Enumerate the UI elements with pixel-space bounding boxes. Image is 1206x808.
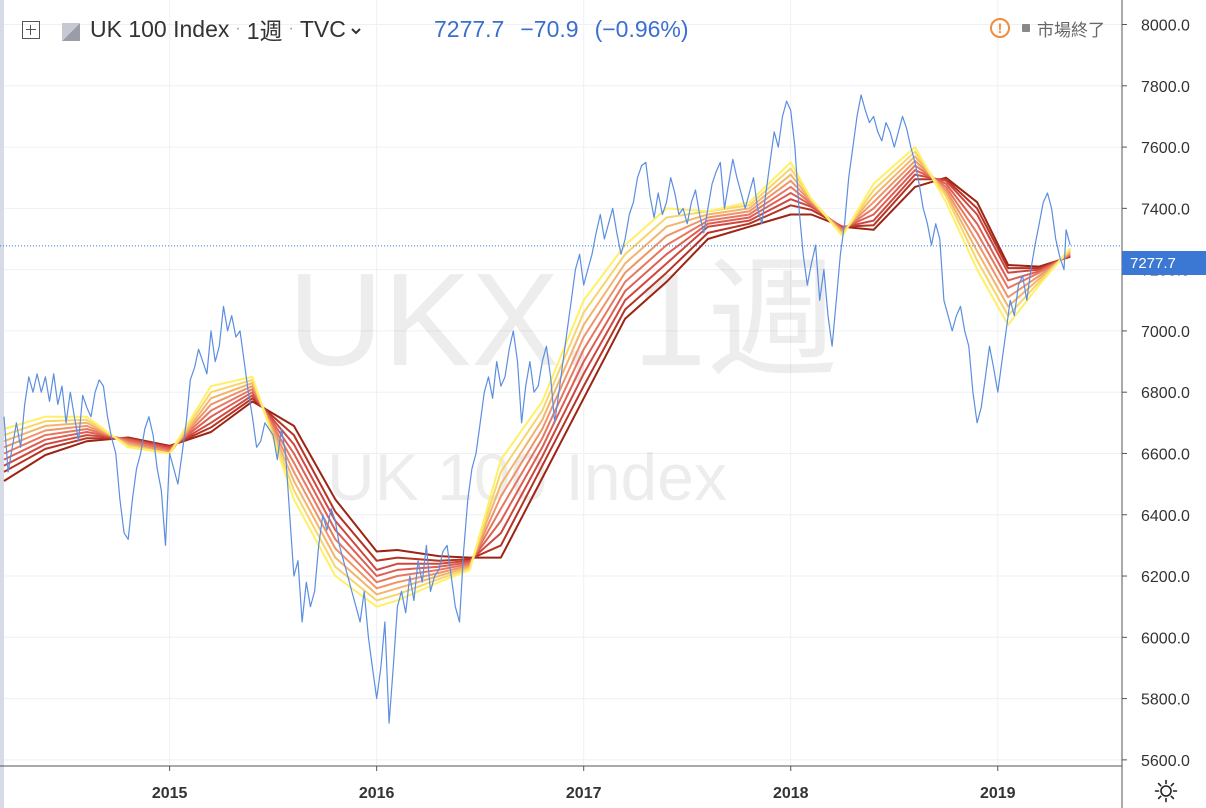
- quote: 7277.7 −70.9 (−0.96%): [434, 12, 705, 46]
- left-border: [0, 0, 4, 808]
- x-tick-label: 2017: [566, 785, 602, 802]
- ribbon-line-7: [3, 173, 1071, 571]
- y-tick-label: 5800.0: [1141, 692, 1190, 709]
- y-tick-label: 6000.0: [1141, 630, 1190, 647]
- y-tick-label: 6800.0: [1141, 385, 1190, 402]
- symbol-name[interactable]: UK 100 Index: [90, 15, 230, 42]
- separator: ·: [288, 20, 294, 37]
- gear-icon[interactable]: [1154, 779, 1178, 803]
- y-tick-label: 8000.0: [1141, 18, 1190, 35]
- ribbon-line-3: [3, 155, 1071, 596]
- separator: ·: [235, 20, 241, 37]
- market-status-label: 市場終了: [1037, 20, 1105, 40]
- last-price: 7277.7: [434, 15, 505, 42]
- watermark-line2: UK 100 Index: [327, 440, 727, 514]
- warning-icon[interactable]: !: [990, 18, 1010, 38]
- current-price-label: 7277.7: [1122, 251, 1206, 275]
- status-dot-icon: [1022, 24, 1030, 32]
- y-tick-label: 5600.0: [1141, 753, 1190, 770]
- ribbon-line-6: [3, 169, 1071, 577]
- y-tick-label: 7600.0: [1141, 140, 1190, 157]
- y-tick-label: 7000.0: [1141, 324, 1190, 341]
- chevron-down-icon[interactable]: [350, 16, 362, 43]
- ribbon-line-4: [3, 159, 1071, 590]
- expand-icon[interactable]: [22, 21, 40, 39]
- watermark-line1: UKX, 1週: [288, 246, 838, 393]
- x-tick-label: 2018: [773, 785, 809, 802]
- price-line-series: [3, 94, 1071, 724]
- x-tick-label: 2019: [980, 785, 1016, 802]
- y-tick-label: 7400.0: [1141, 201, 1190, 218]
- price-change: −70.9: [520, 15, 579, 42]
- y-tick-label: 6600.0: [1141, 446, 1190, 463]
- ribbon-line-5: [3, 164, 1071, 584]
- exchange[interactable]: TVC: [299, 15, 346, 42]
- x-tick-label: 2016: [359, 785, 395, 802]
- price-change-pct: (−0.96%): [594, 15, 689, 42]
- market-status[interactable]: ! 市場終了: [990, 14, 1105, 42]
- watermark: UKX, 1週 UK 100 Index: [288, 246, 838, 514]
- interval[interactable]: 1週: [246, 18, 283, 44]
- y-tick-label: 7800.0: [1141, 79, 1190, 96]
- ribbon-line-8: [3, 178, 1071, 562]
- grid: [0, 0, 1122, 808]
- ribbon-line-9: [3, 176, 1071, 559]
- y-tick-label: 6200.0: [1141, 569, 1190, 586]
- x-tick-label: 2015: [152, 785, 188, 802]
- ribbon-line-1: [3, 146, 1071, 608]
- symbol-logo-icon: [62, 20, 80, 41]
- symbol-header: UK 100 Index · 1週 · TVC: [0, 12, 362, 46]
- y-tick-label: 6400.0: [1141, 508, 1190, 525]
